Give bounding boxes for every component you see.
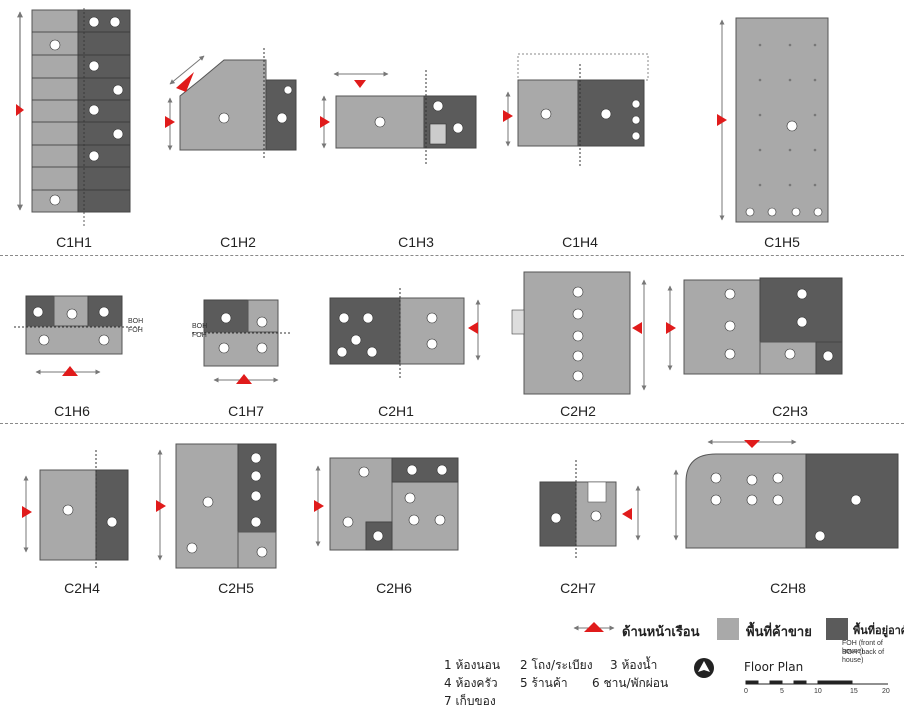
label-c2h8: C2H8	[770, 580, 806, 596]
legend-residential-swatch	[826, 618, 848, 640]
scale-tick-0: 0	[744, 688, 748, 695]
foh-mark-c1h6: FOH	[128, 327, 143, 334]
label-c2h6: C2H6	[376, 580, 412, 596]
front-arrow-icon	[584, 622, 604, 632]
scale-bar	[745, 680, 888, 685]
scale-tick-20: 20	[882, 688, 890, 695]
label-c1h7: C1H7	[228, 403, 264, 419]
legend-commercial-swatch	[717, 618, 739, 640]
plan-c1h3	[320, 70, 477, 166]
label-c2h1: C2H1	[378, 403, 414, 419]
plan-c2h1	[329, 288, 481, 380]
plan-c2h2	[511, 271, 647, 395]
plan-c1h1	[16, 8, 131, 228]
legend-boh: BOH (back of house)	[842, 649, 885, 664]
label-c1h4: C1H4	[562, 234, 598, 250]
plan-c1h6	[14, 295, 140, 376]
row-divider-1	[0, 255, 904, 256]
scale-tick-5: 5	[780, 688, 784, 695]
legend-item-2: 2 โถง/ระเบียง	[520, 658, 593, 672]
legend-item-3: 3 ห้องน้ำ	[610, 658, 658, 672]
scale-tick-15: 15	[850, 688, 858, 695]
legend-item-1: 1 ห้องนอน	[444, 658, 501, 672]
legend-foh: FOH (front of house)	[842, 640, 883, 655]
boh-mark-c1h6: BOH	[128, 318, 144, 325]
label-c1h5: C1H5	[764, 234, 800, 250]
label-c2h5: C2H5	[218, 580, 254, 596]
plan-c1h5	[717, 17, 829, 223]
legend-residential: พื้นที่อยู่อาศัย	[853, 624, 904, 637]
label-c1h2: C1H2	[220, 234, 256, 250]
floor-plan-label: Floor Plan	[744, 660, 804, 674]
plan-c2h8	[673, 439, 899, 549]
scale-tick-10: 10	[814, 688, 822, 695]
plan-c1h7	[192, 299, 290, 384]
foh-mark-c1h7: FOH	[192, 332, 207, 339]
legend-item-4: 4 ห้องครัว	[444, 676, 498, 690]
label-c2h2: C2H2	[560, 403, 596, 419]
boh-mark-c1h7: BOH	[192, 323, 208, 330]
legend-item-7: 7 เก็บของ	[444, 694, 496, 708]
plan-c2h4	[22, 450, 129, 570]
legend-item-5: 5 ร้านค้า	[520, 676, 568, 690]
legend-commercial: พื้นที่ค้าขาย	[746, 625, 812, 640]
plan-c2h6	[314, 457, 459, 551]
row-divider-2	[0, 423, 904, 424]
label-c1h6: C1H6	[54, 403, 90, 419]
plan-c1h2	[165, 48, 297, 160]
label-c2h4: C2H4	[64, 580, 100, 596]
plan-c2h3	[666, 277, 843, 375]
plan-c2h7	[539, 460, 641, 560]
plan-c2h5	[156, 443, 277, 569]
label-c1h1: C1H1	[56, 234, 92, 250]
label-c1h3: C1H3	[398, 234, 434, 250]
label-c2h3: C2H3	[772, 403, 808, 419]
legend-graphics	[573, 622, 888, 685]
plan-c1h4	[503, 53, 649, 168]
legend-item-6: 6 ชาน/พักผ่อน	[592, 676, 669, 690]
legend-front: ด้านหน้าเรือน	[622, 625, 700, 640]
label-c2h7: C2H7	[560, 580, 596, 596]
